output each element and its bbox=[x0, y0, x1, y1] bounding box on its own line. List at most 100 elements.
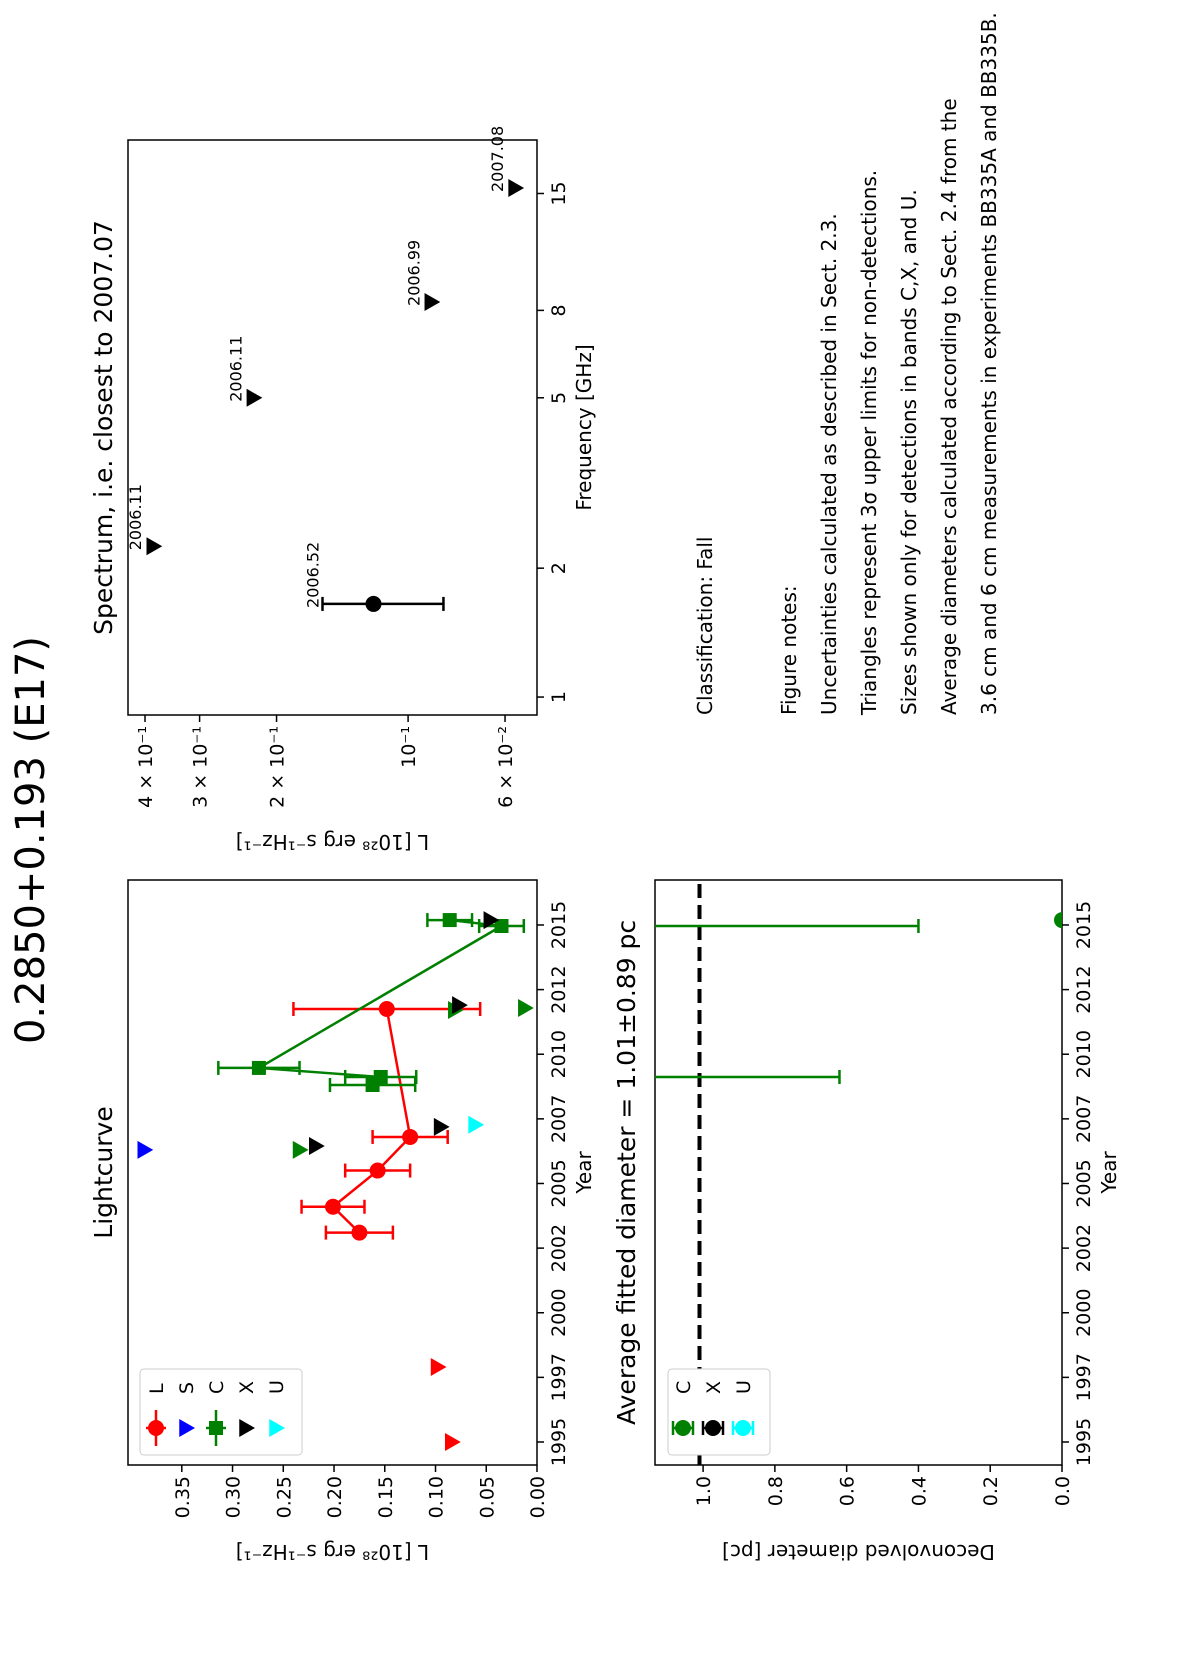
x-axis-label: Year bbox=[1097, 1151, 1121, 1195]
point-label: 2006.11 bbox=[126, 484, 145, 550]
marker bbox=[1054, 912, 1062, 929]
legend-label: S bbox=[176, 1382, 198, 1394]
x-tick-label: 15 bbox=[548, 181, 570, 205]
point-label: 2006.99 bbox=[404, 240, 423, 306]
note-line: Sizes shown only for detections in bands… bbox=[897, 189, 921, 715]
point-label: 2006.11 bbox=[226, 336, 245, 402]
y-tick-label: 0.05 bbox=[476, 1476, 498, 1518]
legend-label: U bbox=[266, 1380, 288, 1394]
annotation: Average fitted diameter = 1.01±0.89 pc bbox=[612, 920, 641, 1425]
marker bbox=[705, 1420, 721, 1436]
x-tick-label: 2012 bbox=[1073, 965, 1095, 1013]
plot-frame bbox=[654, 879, 1063, 1466]
x-tick-label: 2000 bbox=[1073, 1289, 1095, 1337]
y-tick-label: 0.25 bbox=[273, 1476, 295, 1518]
marker bbox=[351, 1224, 368, 1241]
series-line bbox=[254, 918, 506, 1086]
marker bbox=[402, 1128, 419, 1145]
plot-frame bbox=[127, 879, 538, 1466]
x-tick-label: 2005 bbox=[548, 1159, 570, 1207]
marker bbox=[735, 1420, 751, 1436]
upper-limit bbox=[137, 1140, 154, 1159]
marker bbox=[251, 1060, 266, 1075]
upper-limit bbox=[179, 1419, 195, 1437]
error-bar bbox=[655, 919, 920, 934]
marker bbox=[209, 1421, 223, 1435]
y-tick-label: 6 × 10⁻² bbox=[495, 726, 517, 808]
y-tick-label: 0.6 bbox=[837, 1476, 859, 1506]
plot-area bbox=[137, 911, 534, 1451]
x-tick-label: 8 bbox=[548, 304, 570, 316]
x-tick-label: 2000 bbox=[548, 1289, 570, 1337]
y-tick-label: 1.0 bbox=[693, 1476, 715, 1506]
x-tick-label: 2002 bbox=[1073, 1224, 1095, 1272]
x-tick-label: 2002 bbox=[548, 1224, 570, 1272]
x-tick-label: 2007 bbox=[548, 1095, 570, 1143]
point-label: 2006.52 bbox=[303, 542, 322, 608]
upper-limit bbox=[508, 178, 525, 197]
marker bbox=[675, 1420, 691, 1436]
note-line: Uncertainties calculated as described in… bbox=[817, 213, 841, 715]
y-axis-label: L [10²⁸ erg s⁻¹Hz⁻¹] bbox=[236, 830, 429, 854]
marker bbox=[442, 913, 457, 928]
y-tick-label: 0.4 bbox=[908, 1476, 930, 1506]
error-bar bbox=[321, 596, 445, 611]
y-tick-label: 0.0 bbox=[1052, 1476, 1074, 1506]
note-line: 3.6 cm and 6 cm measurements in experime… bbox=[977, 12, 1001, 715]
legend-label: U bbox=[733, 1380, 755, 1394]
y-axis-label: L [10²⁸ erg s⁻¹Hz⁻¹] bbox=[236, 1540, 429, 1564]
marker bbox=[373, 1069, 388, 1084]
chart-title: Spectrum, i.e. closest to 2007.07 bbox=[89, 220, 118, 635]
y-tick-label: 0.15 bbox=[375, 1476, 397, 1518]
upper-limit bbox=[518, 998, 534, 1017]
upper-limit bbox=[468, 1115, 485, 1134]
plot-area bbox=[655, 880, 1062, 1465]
x-tick-label: 2010 bbox=[1073, 1030, 1095, 1078]
upper-limit bbox=[424, 292, 441, 311]
x-tick-label: 1 bbox=[548, 691, 570, 703]
upper-limit bbox=[146, 537, 163, 556]
y-tick-label: 3 × 10⁻¹ bbox=[190, 726, 212, 808]
series-line bbox=[331, 1008, 412, 1234]
legend-label: X bbox=[703, 1381, 725, 1394]
x-tick-label: 2015 bbox=[1073, 901, 1095, 949]
upper-limit bbox=[292, 1140, 309, 1159]
y-tick-label: 10⁻¹ bbox=[398, 726, 420, 768]
x-tick-label: 2005 bbox=[1073, 1159, 1095, 1207]
x-tick-label: 5 bbox=[548, 392, 570, 404]
rotated-figure: 0.2850+0.193 (E17) 1995 1997 2000 2002 2005 2… bbox=[8, 12, 1121, 1564]
y-tick-label: 4 × 10⁻¹ bbox=[135, 726, 157, 808]
x-tick-label: 2 bbox=[548, 562, 570, 574]
x-axis-label: Year bbox=[572, 1151, 596, 1195]
legend-label: C bbox=[206, 1381, 228, 1394]
marker bbox=[378, 1000, 395, 1017]
x-tick-label: 1997 bbox=[548, 1353, 570, 1401]
marker bbox=[325, 1198, 342, 1215]
note-line: Average diameters calculated according t… bbox=[937, 98, 961, 715]
upper-limit bbox=[269, 1419, 285, 1437]
y-tick-label: 0.20 bbox=[324, 1476, 346, 1518]
x-tick-label: 2007 bbox=[1073, 1095, 1095, 1143]
y-tick-label: 0.35 bbox=[172, 1476, 194, 1518]
y-tick-label: 0.10 bbox=[426, 1476, 448, 1518]
x-tick-label: 1995 bbox=[548, 1418, 570, 1466]
legend-label: L bbox=[146, 1383, 168, 1394]
point-label: 2007.08 bbox=[488, 126, 507, 192]
upper-limit bbox=[483, 911, 500, 930]
legend-label: C bbox=[673, 1381, 695, 1394]
page-title: 0.2850+0.193 (E17) bbox=[8, 636, 54, 1044]
error-bar bbox=[655, 1069, 841, 1084]
plot-frame bbox=[127, 139, 538, 716]
y-axis-label: Deconvolved diameter [pc] bbox=[722, 1540, 995, 1564]
upper-limit bbox=[444, 1432, 461, 1451]
y-tick-label: 0.30 bbox=[223, 1476, 245, 1518]
note-line: Triangles represent 3σ upper limits for … bbox=[857, 170, 881, 716]
classification: Classification: Fall bbox=[693, 537, 717, 715]
upper-limit bbox=[452, 996, 468, 1015]
upper-limit bbox=[239, 1419, 255, 1437]
x-tick-label: 1995 bbox=[1073, 1418, 1095, 1466]
notes-heading: Figure notes: bbox=[777, 585, 801, 715]
